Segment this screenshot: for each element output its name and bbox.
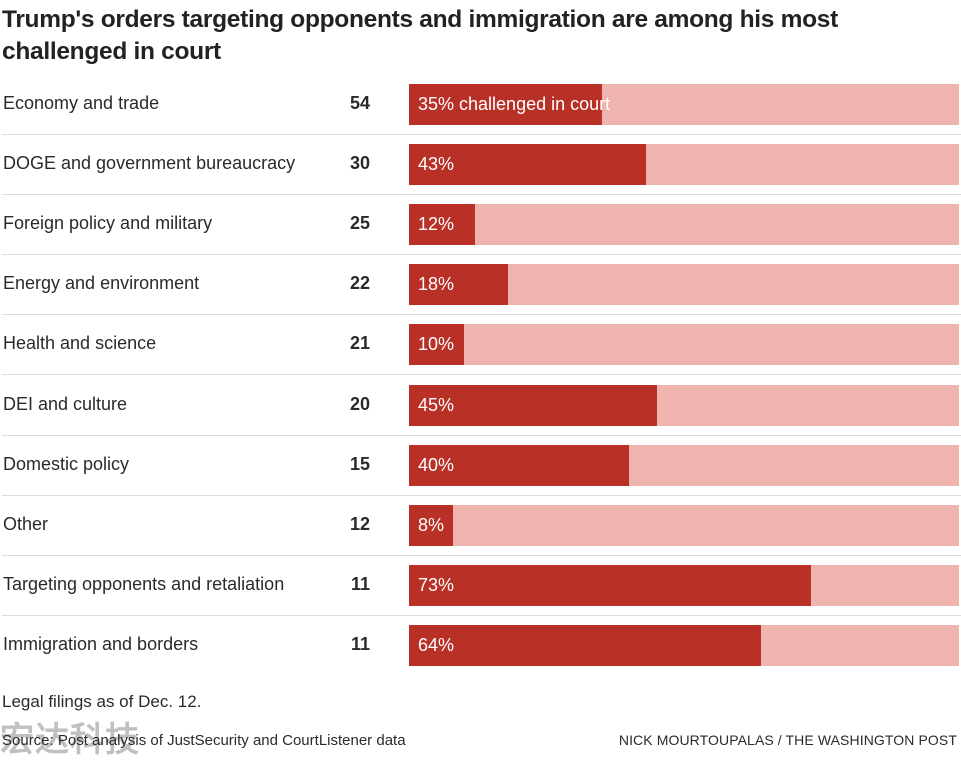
bar-row: Immigration and borders 11 64% [0,616,961,676]
bar-row: DOGE and government bureaucracy 30 43% [0,135,961,196]
bar-remainder [409,504,959,546]
category-label: Domestic policy [3,453,130,474]
bar-value-label: 64% [418,634,455,655]
bar-challenged [409,204,475,246]
row-divider [2,434,961,436]
bar-value-label: 43% [418,154,455,175]
order-count: 20 [349,393,370,414]
order-count: 11 [350,633,370,654]
bar-row: DEI and culture 20 45% [0,376,961,436]
bar-row: Energy and environment 22 18% [0,255,961,316]
chart-note: Legal filings as of Dec. 12. [2,692,202,711]
category-label: Immigration and borders [3,633,199,654]
bar-row: Health and science 21 10% [0,315,961,376]
bar-challenged [409,444,629,486]
bar-challenged [409,564,811,606]
category-label: Economy and trade [3,93,160,113]
row-divider [2,374,961,376]
bar-challenged [409,264,508,306]
row-divider [2,194,961,196]
bar-value-label: 45% [418,394,455,415]
bar-challenged [409,324,464,366]
order-count: 21 [349,333,370,354]
order-count: 30 [349,153,370,174]
order-count: 12 [349,513,370,534]
bar-remainder [409,204,959,246]
category-label: Energy and environment [3,273,200,294]
bar-challenged [409,84,602,125]
bar-row: Targeting opponents and retaliation 11 73% [0,556,961,616]
bar-value-label: 35% challenged in court [418,94,611,114]
order-count: 15 [349,453,370,474]
bar-challenged [409,144,646,186]
bar-row: Economy and trade 54 35% challenged in cou… [0,75,961,135]
order-count: 54 [349,93,370,113]
bar-row: Foreign policy and military 25 12% [0,195,961,256]
category-label: DEI and culture [3,393,128,414]
bar-row: Domestic policy 15 40% [0,436,961,496]
category-label: Health and science [3,333,157,354]
order-count: 11 [350,573,370,594]
bar-value-label: 12% [418,214,455,235]
bar-value-label: 18% [418,274,455,295]
row-divider [2,554,961,556]
order-count: 25 [349,213,370,234]
row-divider [2,134,961,135]
category-label: Targeting opponents and retaliation [3,573,285,594]
row-divider [2,314,961,316]
bar-value-label: 10% [418,334,455,355]
bar-value-label: 40% [418,454,455,475]
chart-credit: NICK MOURTOUPALAS / THE WASHINGTON POST [618,732,957,748]
chart-source: Source: Post analysis of JustSecurity an… [2,732,406,749]
category-label: Other [3,513,49,534]
bar-challenged [409,624,761,666]
row-divider [2,614,961,616]
row-divider [2,494,961,496]
bar-challenged [409,384,657,426]
bar-value-label: 8% [418,514,445,535]
bar-challenged [409,504,453,546]
row-divider [2,254,961,256]
order-count: 22 [349,273,370,294]
category-label: DOGE and government bureaucracy [3,153,296,174]
bar-value-label: 73% [418,574,455,595]
category-label: Foreign policy and military [3,213,213,234]
bar-row: Other 12 8% [0,496,961,556]
chart-title: Trump's orders targeting opponents and i… [2,6,838,65]
bar-remainder [409,324,959,366]
